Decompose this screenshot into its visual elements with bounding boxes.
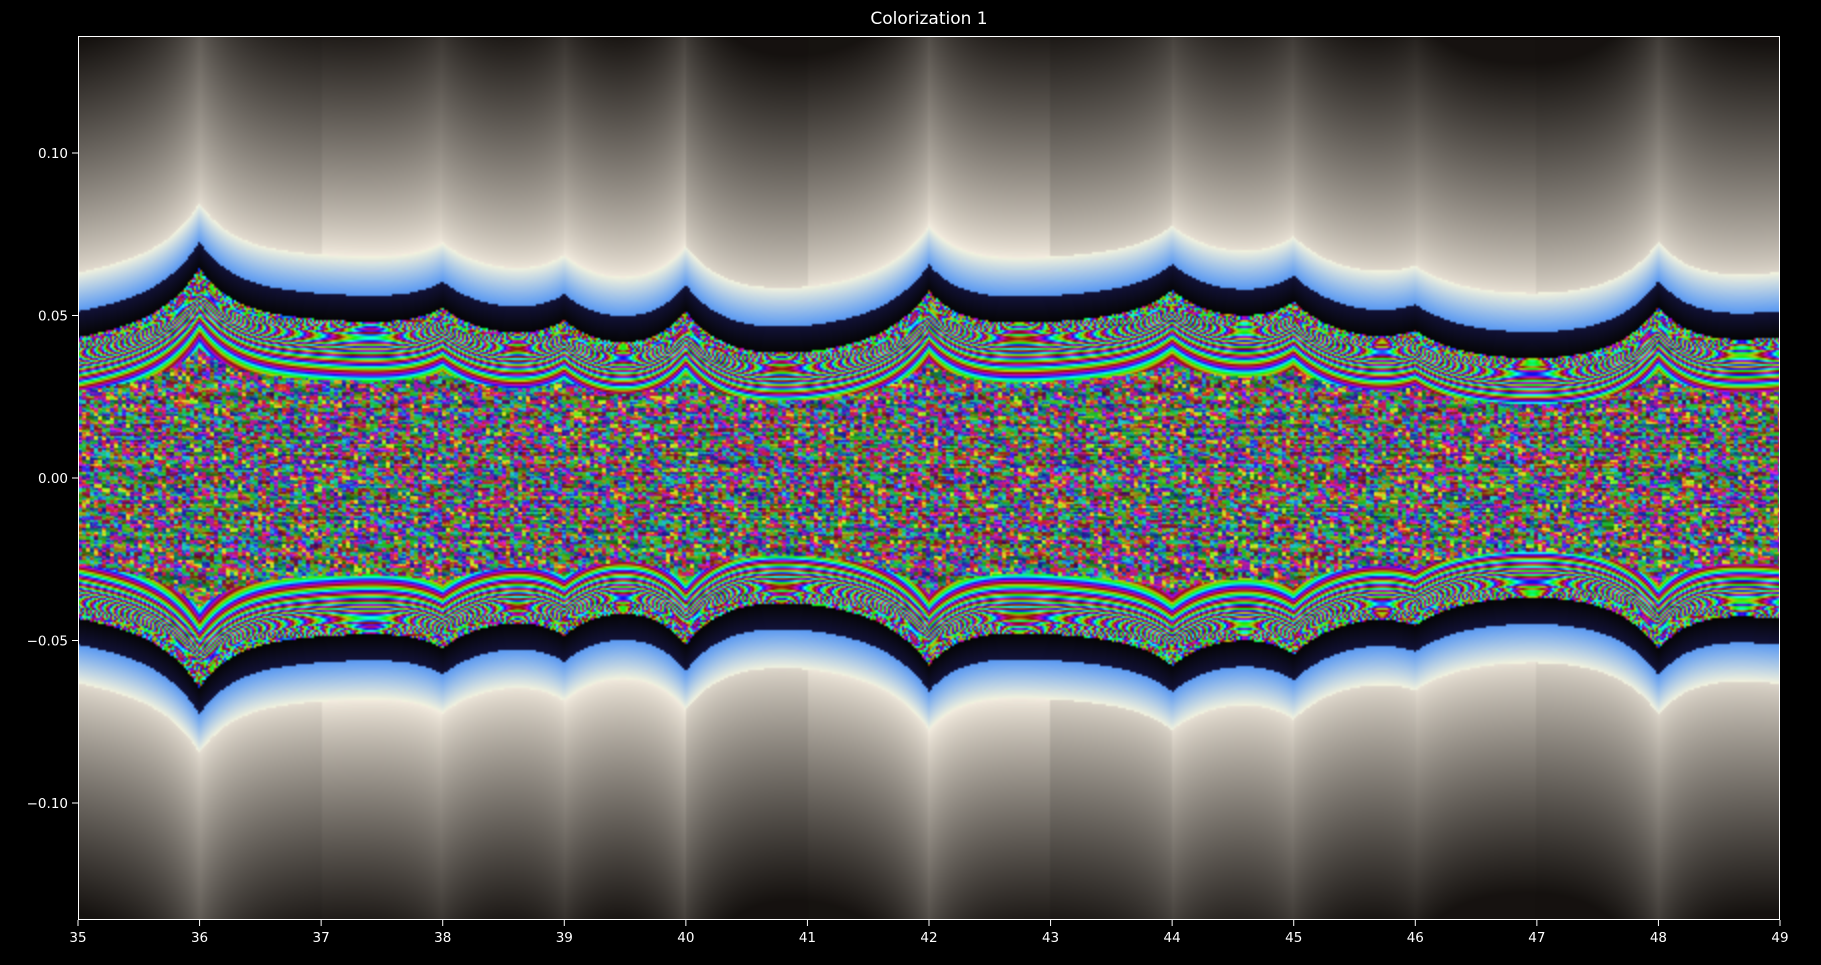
y-tick-label: 0.10	[38, 146, 68, 162]
x-tick-label: 45	[1285, 930, 1302, 946]
x-tick-label: 49	[1771, 930, 1788, 946]
x-tick-label: 40	[677, 930, 694, 946]
plot-area	[78, 36, 1780, 920]
y-tick-label: 0.00	[38, 471, 68, 487]
x-tick-label: 44	[1164, 930, 1181, 946]
x-tick-label: 43	[1042, 930, 1059, 946]
y-tick-label: −0.05	[27, 634, 68, 650]
plot-frame	[78, 36, 1780, 920]
x-tick-label: 36	[191, 930, 208, 946]
x-tick-label: 37	[313, 930, 330, 946]
heatmap-image	[78, 36, 1780, 920]
chart-title: Colorization 1	[870, 9, 988, 29]
x-tick-label: 46	[1407, 930, 1424, 946]
y-tick-label: −0.10	[27, 796, 68, 812]
x-tick-label: 38	[434, 930, 451, 946]
x-tick-label: 39	[556, 930, 573, 946]
x-tick-label: 35	[69, 930, 86, 946]
x-tick-label: 48	[1650, 930, 1667, 946]
y-tick-label: 0.05	[38, 309, 68, 325]
x-tick-label: 42	[920, 930, 937, 946]
y-axis: 0.10 0.05 0.00 −0.05 −0.10	[27, 146, 78, 812]
x-tick-label: 47	[1528, 930, 1545, 946]
x-axis: 35 36 37 38 39 40 41 42 43 44 45 46 47 48 49	[69, 920, 1789, 946]
x-tick-label: 41	[799, 930, 816, 946]
